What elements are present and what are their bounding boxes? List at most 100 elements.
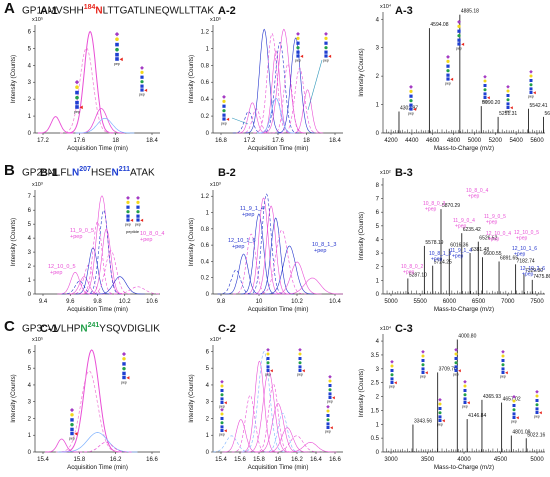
x-tick-label: 5500 xyxy=(414,299,428,305)
y-tick-label: 5 xyxy=(206,366,210,372)
galactose-icon xyxy=(529,74,533,78)
x-axis-title: Acquisition Time (min) xyxy=(248,306,309,313)
y-tick-label: 1 xyxy=(206,46,210,52)
peak-mz-label: 6235.42 xyxy=(463,227,481,233)
glcnac-icon xyxy=(115,57,119,61)
glycan-peptide-label: pep xyxy=(323,58,329,62)
glycan-icon: pep xyxy=(456,20,465,50)
galactose-icon xyxy=(438,402,442,406)
glcnac-icon xyxy=(220,429,224,432)
y-tick-label: 7 xyxy=(28,194,32,200)
mannose-icon xyxy=(75,95,79,100)
x-tick-label: 4600 xyxy=(426,138,440,144)
glcnac-icon xyxy=(70,427,74,432)
y-axis-title: Intensity (Counts) xyxy=(358,369,365,418)
glcnac-icon xyxy=(298,365,302,369)
chromatogram-trace xyxy=(61,280,98,295)
chromatogram-trace xyxy=(225,253,262,295)
glycan-peptide-label: pep xyxy=(453,373,459,377)
y-axis-title: Intensity (Counts) xyxy=(358,48,365,97)
glcnac-icon xyxy=(535,399,539,402)
mannose-icon xyxy=(296,46,300,50)
glycoform-annotation: +pep xyxy=(452,254,463,260)
peak-mz-label: 7475.86 xyxy=(533,274,550,280)
fucose-icon xyxy=(510,106,513,110)
glcnac-icon xyxy=(512,404,516,407)
chromatogram-trace xyxy=(255,403,301,453)
chromatogram-trace xyxy=(217,269,255,295)
glcnac-icon xyxy=(529,79,533,82)
sialic-acid-icon xyxy=(69,408,75,413)
x-tick-label: 16.8 xyxy=(215,138,227,144)
glcnac-icon xyxy=(409,94,413,98)
galactose-icon xyxy=(140,70,144,74)
glycan-icon: pep xyxy=(437,398,445,427)
sialic-acid-icon xyxy=(438,398,442,402)
x-tick-label: 6000 xyxy=(443,299,457,305)
sialic-acid-icon xyxy=(328,375,332,379)
glycoform-annotation: 10_8_0_4 xyxy=(466,188,488,194)
peak-mz-label: 6016.36 xyxy=(450,243,468,249)
fucose-icon xyxy=(300,54,304,58)
galactose-icon xyxy=(220,412,224,416)
mannose-icon xyxy=(506,98,510,102)
fucose-icon xyxy=(140,218,144,222)
y-axis-title: Intensity (Counts) xyxy=(358,212,365,261)
gp2-title: GP2: NLFLN207HSEN211ATAK xyxy=(22,166,155,179)
sialic-acid-icon xyxy=(501,350,505,354)
glycoform-annotation: +pep xyxy=(455,224,466,230)
mannose-icon xyxy=(529,83,533,87)
fucose-icon xyxy=(74,432,78,436)
chromatogram-trace xyxy=(57,432,138,453)
mannose-icon xyxy=(126,210,130,214)
glycoform-annotation: 10_8_0_3 xyxy=(423,201,445,207)
mannose-icon xyxy=(115,47,119,52)
peak-mz-label: 7182.74 xyxy=(517,258,535,264)
chromatogram-trace xyxy=(232,233,270,295)
y-tick-label: 4 xyxy=(28,383,32,389)
panel-label: A-1 xyxy=(40,5,58,17)
mannose-icon xyxy=(501,363,505,367)
sialic-acid-icon xyxy=(136,196,140,200)
y-tick-label: 3 xyxy=(28,400,32,406)
axis-scale-label: x10⁵ xyxy=(210,16,221,23)
glcnac-icon xyxy=(136,218,140,222)
panel-label: A-2 xyxy=(218,5,236,17)
glycan-peptide-label: pep xyxy=(219,405,225,409)
glycan-icon: pep xyxy=(219,408,227,437)
mannose-icon xyxy=(220,421,224,425)
x-tick-label: 15.6 xyxy=(234,457,246,463)
x-tick-label: 15.8 xyxy=(73,457,85,463)
x-tick-label: 16.2 xyxy=(110,457,122,463)
y-tick-label: 0 xyxy=(376,131,380,137)
glcnac-icon xyxy=(535,407,539,411)
fucose-icon xyxy=(144,88,148,92)
x-tick-label: 17.6 xyxy=(73,138,85,144)
y-tick-label: 3 xyxy=(28,250,32,256)
glcnac-icon xyxy=(136,205,140,209)
chromatogram-trace xyxy=(94,276,145,295)
glycoform-annotation: +pep xyxy=(522,272,533,278)
peak-mz-label: 6600.55 xyxy=(484,251,502,257)
x-tick-label: 9.8 xyxy=(217,299,226,305)
glycan-peptide-label: pep xyxy=(389,385,395,389)
fucose-icon xyxy=(394,381,397,385)
sialic-acid-icon xyxy=(126,196,130,200)
axis-scale-label: x10⁵ xyxy=(32,16,43,23)
glcnac-icon xyxy=(266,357,270,360)
fucose-icon xyxy=(328,54,332,58)
section-letter-c: C xyxy=(4,318,15,335)
glcnac-icon xyxy=(390,369,394,372)
glycan-icon: pep xyxy=(500,350,508,379)
glycan-icon: pep xyxy=(505,85,513,114)
fucose-icon xyxy=(487,96,490,100)
glycoform-annotation: 12_10_2_6 xyxy=(520,266,545,272)
chromatogram-trace xyxy=(241,351,287,453)
glcnac-icon xyxy=(454,357,458,360)
glycoform-annotation: 12_10_1_6 xyxy=(512,246,537,252)
glcnac-icon xyxy=(326,414,330,417)
x-tick-label: 6500 xyxy=(472,299,486,305)
y-tick-label: 3.5 xyxy=(371,353,380,359)
chromatogram-trace xyxy=(253,33,292,134)
